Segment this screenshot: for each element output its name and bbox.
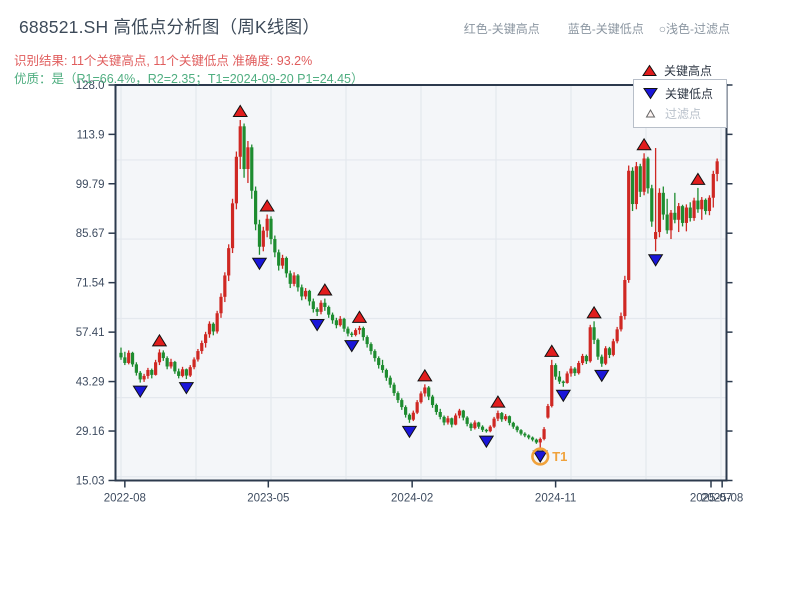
key-low-marker [401,425,418,439]
y-tick-label: 113.9 [77,129,105,141]
key-high-marker [417,368,433,382]
key-low-marker [532,450,548,463]
axis-ticks: 128.0 113.9 99.79 85.67 71.54 57.41 43.29 29.16… [76,80,744,505]
candlesticks [119,120,719,448]
key-high-marker [586,305,602,319]
y-tick-label: 29.16 [76,426,105,438]
hint-filter-point: ○浅色-过滤点 [658,22,730,36]
y-tick-label: 43.29 [76,377,105,389]
x-tick-label: 2025-08 [701,493,743,505]
legend-label: 关键低点 [665,86,714,101]
key-high-marker [490,395,506,408]
x-tick-label: 2023-05 [247,493,289,505]
key-low-marker [594,369,610,383]
legend-item-filter-point: 过滤点 [634,103,726,123]
key-low-marker [251,257,268,271]
y-tick-label: 128.0 [76,80,105,92]
key-high-marker [151,333,168,347]
x-tick-label: 2024-02 [391,493,433,505]
key-high-marker [317,283,333,296]
quality-result-text: 优质：是（R1=66.4%，R2=2.35；T1=2024-09-20 P1=2… [14,72,364,86]
legend-item-key-high: 关键高点 [633,60,727,80]
key-low-marker [309,319,325,332]
key-high-marker [351,310,368,323]
key-high-marker [544,344,560,357]
key-high-marker [259,199,275,212]
key-high-marker [690,172,706,185]
x-tick-label: 2022-08 [104,493,146,505]
page-title: 688521.SH 高低点分析图（周K线图） [19,17,321,37]
key-high-marker [232,104,248,118]
t1-label: T1 [552,449,567,464]
key-low-marker [555,389,572,403]
y-tick-label: 99.79 [76,179,105,191]
key-point-markers [132,104,706,463]
gridlines [115,85,727,481]
legend-frame: 关键低点 过滤点 [633,79,727,128]
hint-key-low: 蓝色-关键低点 [567,22,644,36]
key-low-marker [178,382,195,395]
x-tick-label: 2024-11 [535,493,576,505]
y-tick-label: 57.41 [76,327,105,339]
y-tick-label: 85.67 [76,228,105,240]
x-tick-label: 2025-07 [690,493,732,505]
y-tick-label: 15.03 [76,476,105,488]
key-low-marker [132,385,148,399]
y-tick-label: 71.54 [76,278,105,290]
key-high-triangle-icon [642,64,657,77]
hint-key-high: 红色-关键高点 [463,22,540,36]
filter-point-triangle-icon [643,107,658,120]
key-low-marker [344,340,360,353]
t1-circle [531,447,550,466]
key-high-marker [636,137,652,151]
legend-item-key-low: 关键低点 [634,83,726,103]
chart-legend: 关键高点 关键低点 过滤点 [633,60,727,128]
key-low-marker [478,435,495,449]
recognition-result-text: 识别结果: 11个关键高点, 11个关键低点 准确度: 93.2% [14,54,313,68]
color-legend-hint: 红色-关键高点 蓝色-关键低点 ○浅色-过滤点 [464,20,730,37]
legend-label: 过滤点 [665,106,702,121]
key-low-marker [647,254,664,267]
legend-label: 关键高点 [664,63,713,78]
key-low-triangle-icon [643,87,658,100]
